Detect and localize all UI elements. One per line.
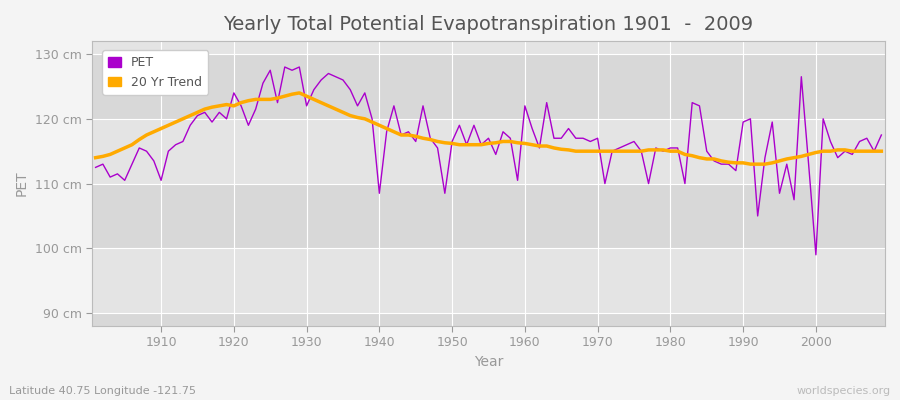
Bar — [92, 184, 885, 248]
X-axis label: Year: Year — [473, 355, 503, 369]
Legend: PET, 20 Yr Trend: PET, 20 Yr Trend — [103, 50, 208, 95]
Text: Latitude 40.75 Longitude -121.75: Latitude 40.75 Longitude -121.75 — [9, 386, 196, 396]
Bar — [92, 54, 885, 119]
Y-axis label: PET: PET — [15, 171, 29, 196]
Bar — [92, 119, 885, 184]
Title: Yearly Total Potential Evapotranspiration 1901  -  2009: Yearly Total Potential Evapotranspiratio… — [223, 15, 753, 34]
Bar — [92, 313, 885, 326]
Bar — [92, 41, 885, 54]
Text: worldspecies.org: worldspecies.org — [796, 386, 891, 396]
Bar — [92, 248, 885, 313]
